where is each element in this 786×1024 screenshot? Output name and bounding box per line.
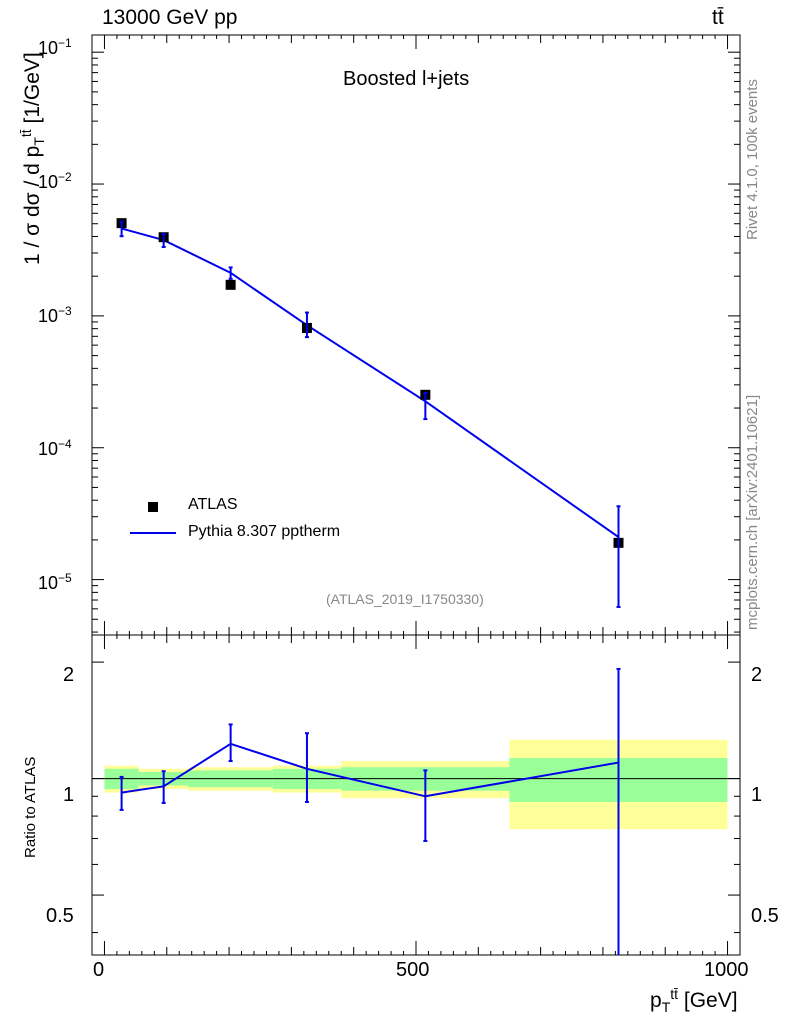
mcplots-label: mcplots.cern.ch [arXiv:2401.10621]	[744, 394, 761, 630]
ytick-label: 10−3	[38, 304, 72, 326]
ytick-label: 10−4	[38, 437, 72, 459]
ratio-ylabel: Ratio to ATLAS	[22, 756, 39, 858]
main-plot-series	[116, 218, 624, 608]
ratio-ytick-label-right: 0.5	[751, 905, 779, 927]
beam-label: 13000 GeV pp	[102, 6, 238, 29]
plot-title: Boosted l+jets	[343, 68, 470, 90]
ratio-ytick-label-right: 2	[751, 664, 763, 686]
xtick-label: 500	[396, 959, 430, 981]
legend-data-label: ATLAS	[188, 496, 238, 513]
ratio-mc-line	[121, 742, 619, 798]
ratio-ytick-label-left: 0.5	[46, 905, 74, 927]
main-plot-frame	[91, 34, 741, 955]
main-frame-box	[91, 34, 741, 636]
ratio-ytick-label-right: 1	[751, 784, 763, 806]
ratio-plot-series	[119, 667, 621, 955]
ratio-uncertainty-bands	[104, 739, 728, 830]
ratio-frame-box	[91, 634, 741, 956]
analysis-tag: (ATLAS_2019_I1750330)	[326, 591, 484, 607]
ratio-plot-frame	[91, 634, 741, 956]
ytick-label: 10−1	[38, 36, 72, 58]
process-label: tt̄	[712, 6, 724, 29]
ratio-ytick-label-left: 2	[63, 664, 75, 686]
rivet-version-label: Rivet 4.1.0, 100k events	[744, 79, 761, 240]
legend-data-marker	[148, 502, 158, 512]
xtick-label: 0	[93, 959, 105, 981]
ratio-ytick-label-left: 1	[63, 784, 75, 806]
legend-mc-label: Pythia 8.307 pptherm	[188, 523, 341, 540]
xtick-label: 1000	[704, 959, 749, 981]
ytick-label: 10−5	[38, 571, 72, 593]
atlas-data-point	[225, 279, 236, 290]
xlabel: pTtt̄ [GeV]	[650, 986, 738, 1016]
legend-symbols	[130, 502, 176, 534]
main-ylabel: 1 / σ dσ / d pTtt̄ [1/GeV]	[18, 52, 48, 265]
ytick-label: 10−2	[38, 170, 72, 192]
mc-line	[121, 227, 620, 538]
